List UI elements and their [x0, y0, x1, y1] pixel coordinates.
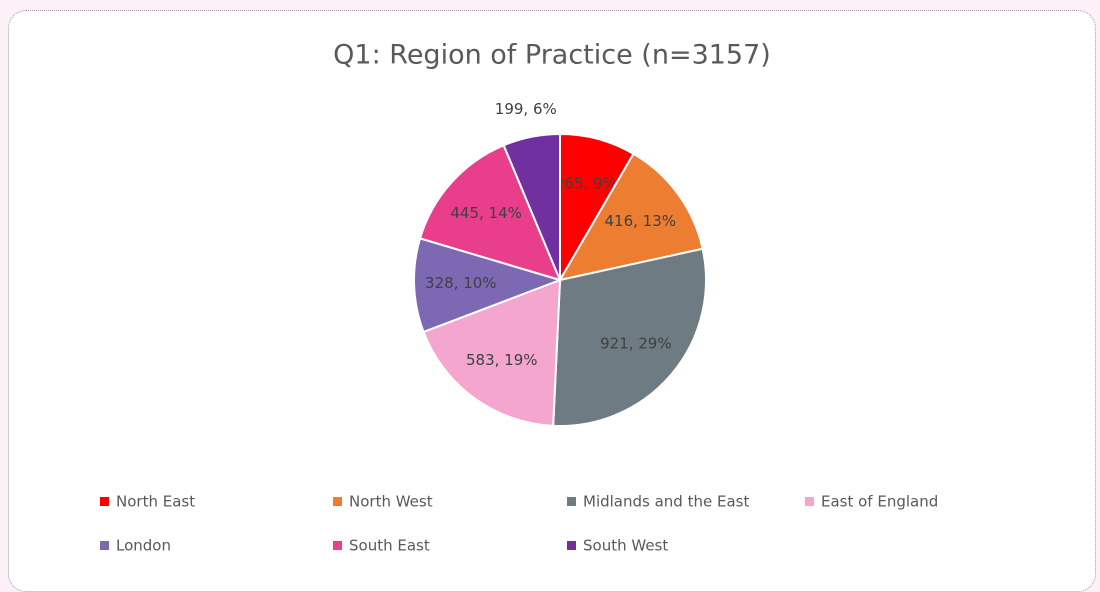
chart: Q1: Region of Practice (n=3157) 265, 9% 4…: [100, 40, 938, 555]
chart-title: Q1: Region of Practice (n=3157): [333, 40, 771, 71]
legend-label: Midlands and the East: [583, 493, 749, 511]
legend-label: London: [116, 537, 171, 555]
legend-label: North West: [349, 493, 433, 511]
legend-swatch: [567, 541, 576, 550]
legend-swatch: [100, 497, 109, 506]
data-label: 445, 14%: [450, 204, 522, 222]
legend-swatch: [333, 541, 342, 550]
data-label: 265, 9%: [555, 175, 617, 193]
data-label: 328, 10%: [425, 274, 497, 292]
legend-label: South East: [349, 537, 430, 555]
data-label: 921, 29%: [600, 335, 672, 353]
legend-label: East of England: [821, 493, 938, 511]
pie-slice: [557, 152, 704, 282]
legend-swatch: [805, 497, 814, 506]
pie-slice: [422, 278, 562, 427]
legend: North East North West Midlands and the Eas…: [100, 493, 938, 555]
pie-slice: [418, 143, 562, 282]
data-label: 199, 6%: [495, 100, 557, 118]
legend-swatch: [100, 541, 109, 550]
legend-swatch: [567, 497, 576, 506]
pie-slice: [552, 247, 707, 427]
pie-slice: [413, 237, 564, 334]
data-label: 416, 13%: [604, 212, 676, 230]
data-label: 583, 19%: [466, 351, 538, 369]
pie-slice: [502, 132, 561, 281]
legend-label: South West: [583, 537, 668, 555]
legend-swatch: [333, 497, 342, 506]
legend-label: North East: [116, 493, 195, 511]
page: {"chart_data": {"type": "pie", "title": …: [8, 10, 1096, 592]
